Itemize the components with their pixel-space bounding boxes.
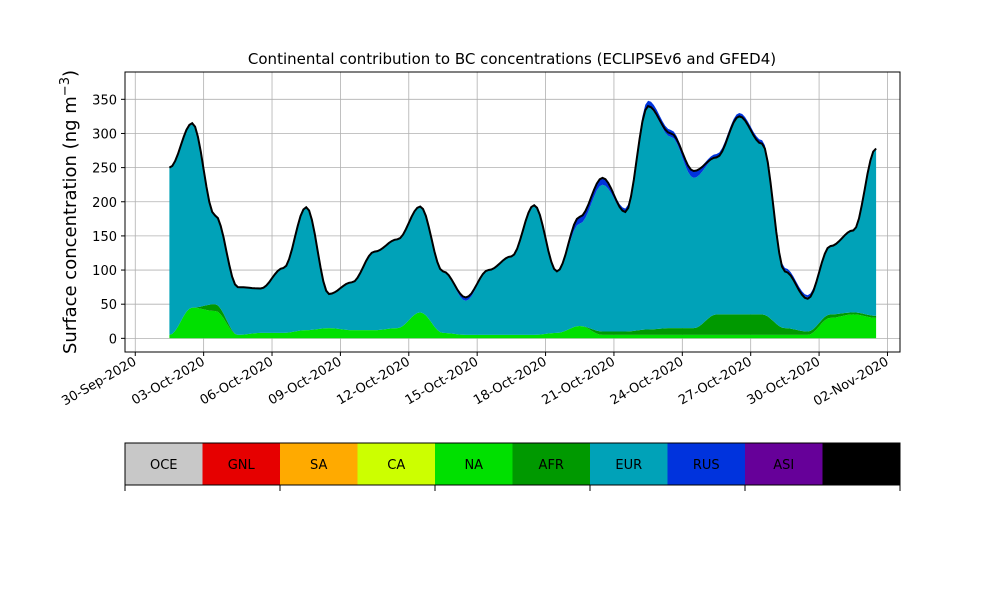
x-tick-label: 15-Oct-2020 <box>403 354 481 408</box>
legend: OCE GNL SA CA NA AFR EUR RUS ASI AUS <box>124 442 901 491</box>
y-tick-label: 0 <box>109 332 117 347</box>
legend-label: RUS <box>693 458 720 473</box>
legend-label: GNL <box>228 458 256 473</box>
x-tick-label: 12-Oct-2020 <box>334 354 412 408</box>
x-tick-label: 18-Oct-2020 <box>471 354 549 408</box>
legend-swatch-aus <box>822 443 900 485</box>
legend-swatch-eur <box>590 443 668 485</box>
legend-label: AFR <box>539 458 564 473</box>
x-tick-label: 06-Oct-2020 <box>198 354 276 408</box>
x-tick-label: 03-Oct-2020 <box>129 354 207 408</box>
legend-label: EUR <box>615 458 642 473</box>
total-line <box>168 104 877 300</box>
legend-swatch-afr <box>512 443 590 485</box>
plot-frame <box>124 71 901 353</box>
legend-label: ASI <box>773 458 794 473</box>
legend-label: OCE <box>150 458 178 473</box>
legend-label: NA <box>464 458 483 473</box>
x-tick-label: 24-Oct-2020 <box>608 354 686 408</box>
y-tick-label: 200 <box>92 196 117 211</box>
legend-label: AUS <box>848 458 875 473</box>
x-tick-label: 02-Nov-2020 <box>811 354 891 409</box>
x-tick-label: 30-Sep-2020 <box>59 354 139 409</box>
plot-area: 0 50 100 150 200 250 300 350 30-Sep-202003-Oct-2… <box>59 71 901 409</box>
y-axis-label: Surface concentration (ng m−3) <box>58 70 81 354</box>
y-tick-label: 50 <box>100 298 117 313</box>
legend-swatch-oce <box>125 443 203 485</box>
x-tick-label: 09-Oct-2020 <box>266 354 344 408</box>
y-tick-label: 250 <box>92 162 117 177</box>
y-tick-label: 300 <box>92 127 117 142</box>
legend-swatch-na <box>435 443 513 485</box>
legend-swatch-sa <box>280 443 358 485</box>
legend-frame <box>124 442 901 486</box>
legend-label: SA <box>310 458 327 473</box>
chart-title: Continental contribution to BC concentra… <box>248 50 776 68</box>
area-afr <box>169 304 877 335</box>
y-tick-label: 350 <box>92 93 117 108</box>
legend-swatch-gnl <box>202 443 280 485</box>
legend-swatch-ca <box>357 443 435 485</box>
y-tick-label: 100 <box>92 264 117 279</box>
legend-label: CA <box>387 458 405 473</box>
legend-swatch-rus <box>667 443 745 485</box>
area-na <box>169 307 877 339</box>
x-tick-label: 21-Oct-2020 <box>540 354 618 408</box>
area-eur <box>169 107 877 335</box>
x-tick-label: 27-Oct-2020 <box>676 354 754 408</box>
y-tick-label: 150 <box>92 230 117 245</box>
x-tick-label: 30-Oct-2020 <box>745 354 823 408</box>
legend-swatch-asi <box>745 443 823 485</box>
